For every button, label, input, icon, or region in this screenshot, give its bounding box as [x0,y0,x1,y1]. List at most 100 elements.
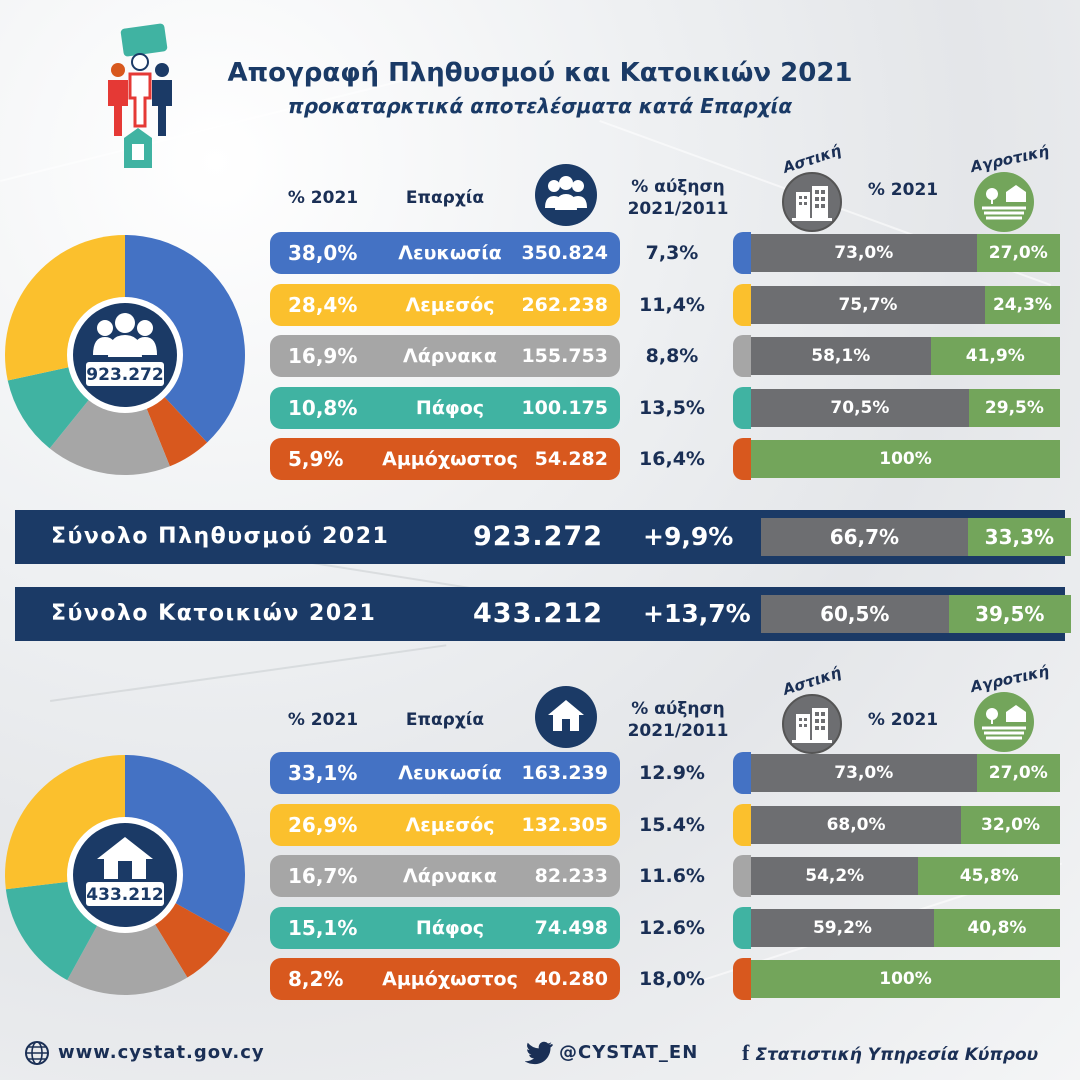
urban-rural-bar: 75,7% 24,3% [751,285,1060,324]
urban-rural-bar: 68,0% 32,0% [751,805,1060,844]
band-urban-rural-bar: 60,5% 39,5% [761,595,1071,633]
district-pct: 10,8% [288,395,358,420]
col-pct-header: % 2021 [287,710,359,730]
district-growth: 7,3% [645,242,699,264]
col-pct-header: % 2021 [287,188,359,208]
facebook-link[interactable]: f Στατιστική Υπηρεσία Κύπρου [742,1038,1038,1070]
rural-bar: 45,8% [918,857,1060,895]
badge-bg [86,882,164,906]
urban-rural-bar: 70,5% 29,5% [751,388,1060,427]
rural-bar: 32,0% [961,805,1060,844]
urban-buildings-icon [782,172,842,232]
col-pct2-header: % 2021 [867,180,939,200]
district-color-tab [733,855,751,897]
district-value: 155.753 [521,345,608,367]
urban-bar: 66,7% [761,518,968,556]
rural-bar: 27,0% [976,234,1060,272]
district-color-tab [733,335,751,377]
rural-bar: 27,0% [976,754,1060,792]
urban-bar: 68,0% [751,805,962,844]
district-growth: 18,0% [639,968,705,990]
district-pct: 16,7% [288,864,358,888]
urban-rural-bar: 73,0% 27,0% [751,754,1060,792]
district-name: Αμμόχωστος [382,448,518,470]
census-logo [108,23,172,168]
district-pct: 26,9% [288,812,358,837]
website-link[interactable]: www.cystat.gov.cy [24,1038,265,1068]
population-total-band: Σύνολο Πληθυσμού 2021 923.272 +9,9% 66,7… [15,510,1071,564]
people-icon [93,313,157,357]
district-value: 74.498 [534,916,608,939]
district-row: 15,1% Πάφος 74.498 [270,906,620,949]
urban-bar: 60,5% [761,595,949,633]
district-name: Λάρνακα [403,865,497,887]
population-donut: 923.272 [4,235,246,475]
district-color-tab [733,283,751,326]
col-pct2-header: % 2021 [867,710,939,730]
district-value: 40.280 [534,968,608,990]
band-label: Σύνολο Κατοικιών 2021 [51,601,377,626]
district-value: 54.282 [534,448,608,470]
urban-bar: 73,0% [751,234,977,272]
district-growth: 12.6% [639,916,705,939]
district-name: Λεμεσός [405,293,495,316]
district-row: 28,4% Λεμεσός 262.238 [270,283,620,326]
urban-bar: 75,7% [751,285,985,324]
col-growth-header: % αύξηση 2021/2011 [627,177,729,219]
district-name: Λευκωσία [398,242,502,264]
district-color-tab [733,752,751,794]
district-growth: 16,4% [639,448,705,470]
district-growth: 13,5% [639,396,705,419]
band-growth: +9,9% [643,522,734,551]
band-value: 433.212 [473,598,603,629]
rural-farm-icon [974,692,1034,752]
district-growth: 8,8% [645,345,699,367]
district-row: 33,1% Λευκωσία 163.239 [270,752,620,794]
donut-slice-λαρνακα [67,875,188,995]
rural-bar: 100% [751,440,1060,478]
population-total-badge: 923.272 [86,365,163,385]
district-value: 262.238 [521,293,608,316]
district-value: 132.305 [521,813,608,836]
urban-rural-bar: 58,1% 41,9% [751,337,1060,375]
house-door [118,861,132,879]
col-rural-header: Αγροτική [968,141,1051,177]
badge-bg [86,362,164,386]
district-pct: 33,1% [288,761,358,785]
rural-bar: 39,5% [948,595,1071,633]
dwellings-total-badge: 433.212 [86,885,163,905]
urban-bar: 58,1% [751,337,931,375]
district-name: Λευκωσία [398,762,502,784]
rural-bar: 24,3% [984,285,1060,324]
urban-rural-bar: 59,2% 40,8% [751,908,1060,947]
urban-rural-bar: 100% [751,960,1060,998]
district-pct: 28,4% [288,292,358,317]
district-pct: 38,0% [288,241,358,265]
district-growth: 15.4% [639,813,705,836]
district-value: 163.239 [521,762,608,784]
urban-buildings-icon [782,694,842,754]
rural-bar: 100% [751,960,1060,998]
district-row: 8,2% Αμμόχωστος 40.280 [270,958,620,1000]
twitter-icon [524,1041,553,1065]
district-name: Πάφος [415,396,485,419]
twitter-link[interactable]: @CYSTAT_EN [524,1038,698,1068]
facebook-page: Στατιστική Υπηρεσία Κύπρου [755,1045,1039,1065]
district-color-tab [733,386,751,429]
urban-bar: 59,2% [751,908,934,947]
district-color-tab [733,438,751,480]
district-pct: 16,9% [288,344,358,368]
district-row: 16,9% Λάρνακα 155.753 [270,335,620,377]
rural-farm-icon [974,172,1034,232]
district-color-tab [733,232,751,274]
col-district-header: Επαρχία [405,710,485,730]
district-pct: 15,1% [288,915,358,940]
col-district-header: Επαρχία [405,188,485,208]
band-label: Σύνολο Πληθυσμού 2021 [51,524,390,549]
district-name: Πάφος [415,916,485,939]
district-row: 16,7% Λάρνακα 82.233 [270,855,620,897]
col-growth-header: % αύξηση 2021/2011 [627,699,729,741]
rural-bar: 33,3% [967,518,1071,556]
rural-bar: 29,5% [968,388,1060,427]
